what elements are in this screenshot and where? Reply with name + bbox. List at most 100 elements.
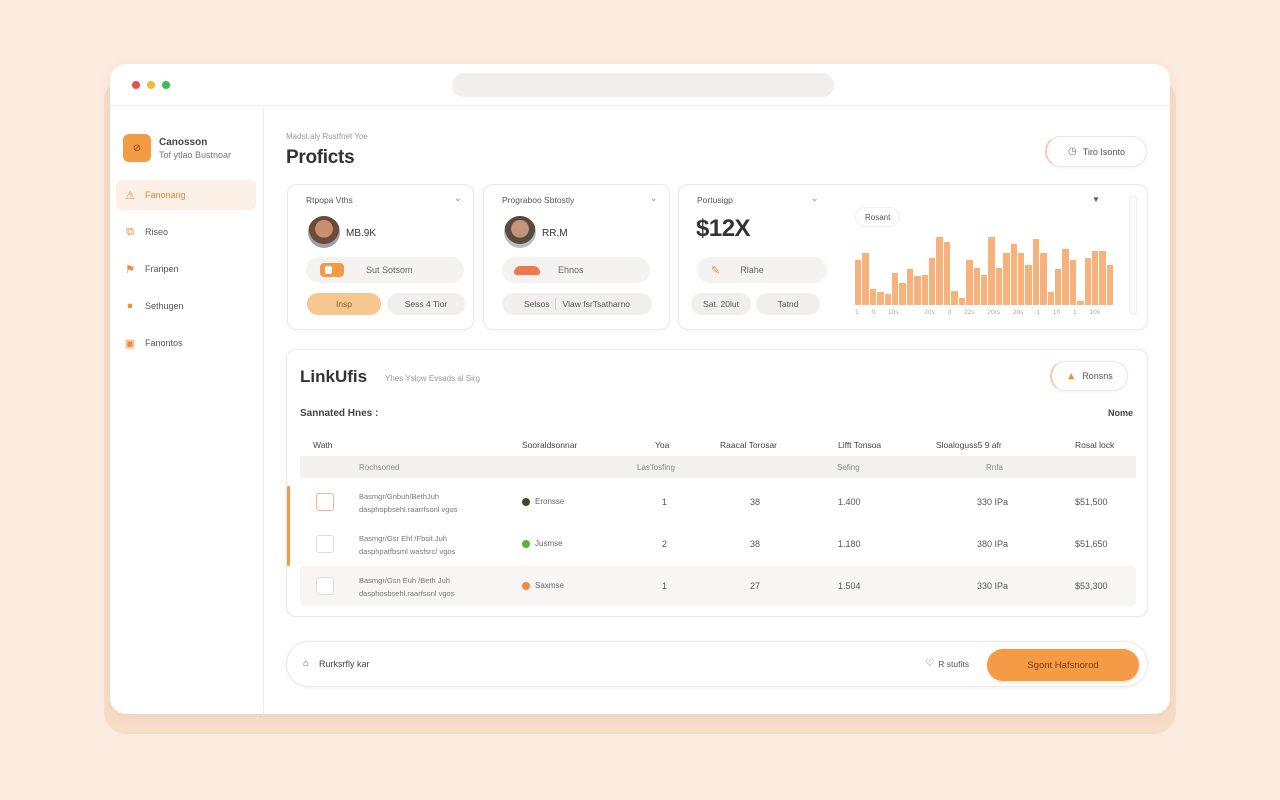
cell-col5: 1.180 <box>838 539 861 549</box>
close-button[interactable] <box>132 81 140 89</box>
sidebar-item-label: Sethugen <box>145 301 184 311</box>
chart-bar <box>936 236 943 305</box>
table-action-button[interactable]: ▲ Ronsns <box>1050 361 1128 391</box>
column-header[interactable]: Sloaloguss5 9 afr <box>936 440 1002 450</box>
sidebar-item-fanontos[interactable]: ▣ Fanontos <box>116 328 256 358</box>
chart-bar <box>1099 251 1106 305</box>
brand-name: Canosson <box>159 136 208 148</box>
pin-icon: ● <box>126 300 134 312</box>
table-subtitle: Yhes Yslow Evsads al Sirg <box>385 374 481 383</box>
address-bar[interactable] <box>452 73 834 97</box>
chevron-down-icon[interactable]: ⌄ <box>454 193 462 203</box>
chart-bar <box>1017 253 1025 305</box>
status-dot-icon <box>522 497 530 506</box>
column-header[interactable]: Wath <box>313 440 333 450</box>
x-tick-label: 10s <box>888 309 899 316</box>
folder-icon: ⧉ <box>126 225 134 238</box>
card-metric: MB.9K <box>346 228 377 239</box>
column-header[interactable]: Sooraldsonnar <box>522 440 578 450</box>
x-tick-label: 22s <box>964 309 975 316</box>
column-header[interactable]: Yoa <box>655 440 670 450</box>
right-label: Nome <box>1107 408 1133 418</box>
toggle-icon <box>320 263 344 277</box>
footer-left[interactable]: ⌂ Rurksrfly kar <box>303 658 370 669</box>
chart-filter-chip[interactable]: Rosant <box>855 207 901 227</box>
column-header[interactable]: Rosal lock <box>1075 440 1115 450</box>
chevron-down-icon[interactable]: ⌄ <box>650 193 658 203</box>
chart-icon: ⚠ <box>125 189 135 202</box>
status-badge: Jusmse <box>522 539 563 548</box>
brand-logo-icon: ⊘ <box>123 134 151 162</box>
card-label: Portusigp <box>697 195 733 205</box>
table-row[interactable]: Basmgr/Gsr Ehf /Fbsit.Juh dasphpatfbsml … <box>300 524 1136 564</box>
brand: ⊘ Canosson Tof ytlao Bustnoar <box>123 134 231 162</box>
cell-col6: 330 IPa <box>977 497 1009 507</box>
footer-right-label: R stufits <box>938 658 969 669</box>
row-checkbox[interactable] <box>316 577 334 595</box>
chart-menu-icon[interactable]: ▼ <box>1092 195 1100 204</box>
x-tick-label: 20rs <box>987 309 1001 316</box>
column-header[interactable]: Raacal Torosar <box>720 440 778 450</box>
chart-bar <box>869 289 877 305</box>
chart-x-axis: 1 0 10s 20s 3 22s 20rs 20s 1 10 1 10s <box>855 309 1113 316</box>
revenue-metric: $12X <box>696 215 751 242</box>
row-checkbox[interactable] <box>316 535 334 553</box>
card-secondary-button[interactable]: Selsos <box>523 299 550 309</box>
chevron-down-icon[interactable]: ⌄ <box>811 193 819 203</box>
table-card: LinkUfis Yhes Yslow Evsads al Sirg ▲ Ron… <box>286 349 1148 617</box>
header-action-label: Tiro Isonto <box>1082 146 1125 157</box>
header-action-button[interactable]: ◷ Tiro Isonto <box>1045 136 1147 167</box>
sidebar-item-label: Fraripen <box>145 264 179 274</box>
column-header[interactable]: Lifft Tonsoa <box>838 440 882 450</box>
cell-col3: 1 <box>662 581 668 591</box>
chart-bar <box>877 292 884 305</box>
primary-cta-button[interactable]: Sgont Hafsnorod <box>987 649 1139 681</box>
chart-bar <box>1054 269 1062 305</box>
location-icon: ♡ <box>925 658 935 669</box>
minimize-button[interactable] <box>147 81 155 89</box>
divider <box>555 298 557 310</box>
footer-status: ♡ R stufits <box>925 658 969 669</box>
card-secondary-button[interactable]: Sat. 20lut <box>691 293 751 315</box>
x-tick-label: 20s <box>1012 309 1024 316</box>
chart-bar <box>884 294 892 305</box>
chart-bar <box>1084 258 1091 305</box>
brand-subtitle: Tof ytlao Bustnoar <box>159 149 232 160</box>
card-chip[interactable]: Ehnos <box>502 257 650 283</box>
sidebar-item-sethugen[interactable]: ● Sethugen <box>116 291 256 321</box>
table-row[interactable]: Basmgr/Gsn Euh /Beth Juh dasphosbsehl.ra… <box>300 566 1136 606</box>
card-primary-button[interactable]: Insp <box>307 293 381 315</box>
subheader-cell: Las'fosfing <box>637 463 675 472</box>
sidebar-nav: ⚠ Fanonang ⧉ Riseo ⚑ Fraripen ● Sethugen… <box>116 180 256 365</box>
stat-card-2: Prograboo Sbtostly ⌄ RR,M Ehnos Selsos V… <box>483 184 670 330</box>
cell-col5: 1.504 <box>838 581 861 591</box>
sidebar-item-fanonang[interactable]: ⚠ Fanonang <box>116 180 256 210</box>
page-eyebrow: Madst aly Rustfnet Yoe <box>286 132 368 141</box>
table-action-label: Ronsns <box>1082 371 1113 381</box>
x-tick-label: 0 <box>871 309 876 316</box>
clock-icon: ◷ <box>1068 146 1077 157</box>
subheader-cell: Sefing <box>837 463 860 472</box>
card-chip[interactable]: ✎ Rlahe <box>697 257 827 283</box>
avatar <box>308 216 340 248</box>
chart-bar <box>899 283 906 305</box>
card-chip[interactable]: Sut Sotsom <box>306 257 464 283</box>
chart-bar <box>1069 260 1077 305</box>
card-secondary-button[interactable]: Sess 4 Tior <box>387 293 465 315</box>
pencil-icon: ✎ <box>711 264 721 277</box>
chart-bar <box>995 267 1003 305</box>
chart-bar <box>1040 253 1047 305</box>
card-tertiary-button[interactable]: Tatnd <box>756 293 820 315</box>
x-tick-label: 1 <box>855 309 859 316</box>
card-label: Rtpopa Vths <box>306 195 353 205</box>
row-checkbox[interactable] <box>316 493 334 511</box>
sidebar-item-riseo[interactable]: ⧉ Riseo <box>116 217 256 247</box>
table-row[interactable]: Basmgr/Gnbuh/BethJuh dasphopbsehl.raarrf… <box>300 482 1136 522</box>
card-tertiary-button[interactable]: Vlaw fsrTsatharno <box>562 299 631 309</box>
chart-scrollbar[interactable] <box>1129 195 1137 315</box>
chart-bar <box>1062 248 1069 305</box>
x-tick-label: 1 <box>1072 309 1077 316</box>
sidebar-item-fraripen[interactable]: ⚑ Fraripen <box>116 254 256 284</box>
maximize-button[interactable] <box>162 81 170 89</box>
chart-card: Portusigp ⌄ $12X ✎ Rlahe Sat. 20lut Tatn… <box>678 184 1148 330</box>
